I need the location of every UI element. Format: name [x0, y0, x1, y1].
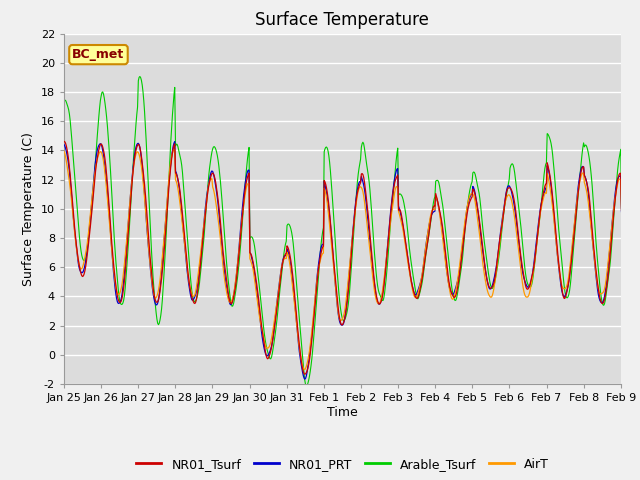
Y-axis label: Surface Temperature (C): Surface Temperature (C)	[22, 132, 35, 286]
Legend: NR01_Tsurf, NR01_PRT, Arable_Tsurf, AirT: NR01_Tsurf, NR01_PRT, Arable_Tsurf, AirT	[131, 453, 554, 476]
Text: BC_met: BC_met	[72, 48, 125, 61]
Title: Surface Temperature: Surface Temperature	[255, 11, 429, 29]
X-axis label: Time: Time	[327, 406, 358, 419]
